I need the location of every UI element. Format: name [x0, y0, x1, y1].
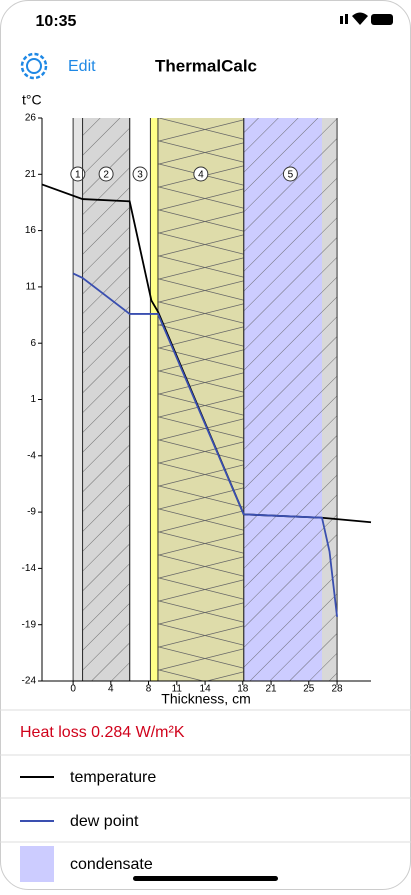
status-icons: [340, 12, 393, 25]
y-tick-label: 21: [25, 169, 37, 180]
y-tick-label: -4: [27, 450, 36, 461]
y-tick-label: 11: [26, 282, 37, 293]
legend-label: dew point: [70, 813, 139, 830]
x-tick-label: 8: [146, 684, 152, 695]
home-indicator: [133, 876, 278, 881]
highlight-zone: [150, 118, 158, 681]
legend: temperature dew point condensate: [20, 769, 156, 882]
layer-badge: [193, 166, 209, 182]
layer-pattern: [243, 118, 338, 681]
y-tick-label: -9: [27, 507, 36, 518]
layer-badge: [70, 166, 86, 182]
layer: [73, 118, 83, 681]
legend-label: condensate: [70, 856, 153, 873]
x-tick-label: 18: [237, 684, 249, 695]
status-time: 10:35: [36, 13, 77, 30]
layer: [129, 118, 151, 681]
settings-button[interactable]: [20, 52, 48, 80]
layer-badge: [98, 166, 114, 182]
nav-title: ThermalCalc: [155, 56, 257, 75]
layer-label: 1: [75, 170, 81, 181]
x-tick-label: 28: [332, 684, 344, 695]
y-tick-label: -24: [22, 676, 37, 687]
edit-button[interactable]: Edit: [68, 58, 96, 75]
layer-label: 4: [198, 170, 204, 181]
plot: 1 2 3 4 5 26 21 16 11 6 1 -4 -9 -14 -19 -24 0 4 8 11 14 18 21 2…: [22, 113, 372, 695]
y-tick-label: 26: [25, 113, 37, 124]
layer-badge: [282, 166, 298, 182]
x-tick-label: 4: [108, 684, 114, 695]
legend-swatch: [20, 846, 54, 882]
heat-loss: Heat loss 0.284 W/m²K: [20, 724, 185, 741]
layer-label: 5: [288, 170, 294, 181]
layer-badge: [132, 166, 148, 182]
y-tick-label: -19: [22, 619, 37, 630]
layer-pattern: [157, 118, 244, 681]
x-tick-label: 0: [70, 684, 76, 695]
y-tick-label: 16: [25, 225, 37, 236]
legend-label: temperature: [70, 769, 156, 786]
y-tick-label: 6: [30, 338, 36, 349]
x-tick-label: 14: [200, 684, 212, 695]
y-tick-label: -14: [22, 563, 37, 574]
y-tick-label: 1: [30, 394, 36, 405]
x-tick-label: 21: [266, 684, 278, 695]
layer-pattern: [82, 118, 130, 681]
layer-label: 2: [103, 170, 109, 181]
x-tick-label: 25: [303, 684, 315, 695]
layer-label: 3: [137, 170, 143, 181]
x-tick-label: 11: [172, 684, 183, 695]
y-axis-label: t°C: [22, 92, 42, 108]
series-line: [72, 272, 338, 617]
x-axis-label: Thickness, cm: [161, 691, 250, 707]
